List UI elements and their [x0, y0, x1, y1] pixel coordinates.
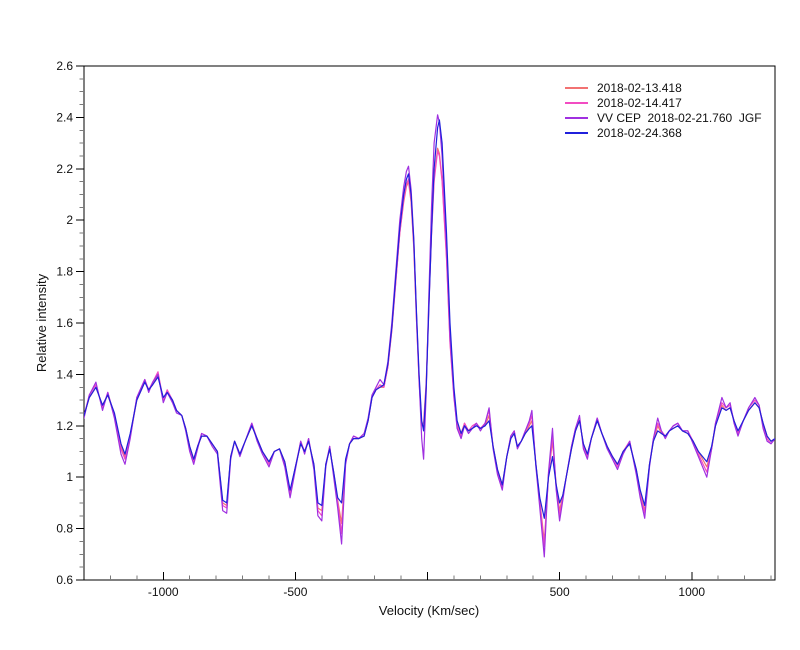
series-lines	[84, 114, 775, 558]
x-axis-title: Velocity (Km/sec)	[379, 603, 479, 618]
plot-frame	[83, 65, 776, 581]
y-axis: 0.6 0.8 1 1.2 1.4 1.6 1.8 2 2.2 2.4 2.6	[56, 59, 84, 587]
legend-label: 2018-02-14.417	[597, 96, 682, 110]
y-tick-label: 0.6	[56, 573, 73, 587]
legend-label: VV CEP 2018-02-21.760 JGF	[597, 111, 762, 125]
y-tick-label: 1.4	[56, 367, 73, 381]
y-tick-label: 1.2	[56, 419, 73, 433]
y-tick-label: 2.4	[56, 110, 73, 124]
legend-label: 2018-02-24.368	[597, 126, 682, 140]
y-tick-label: 2.6	[56, 59, 73, 73]
y-tick-label: 0.8	[56, 522, 73, 536]
plot-area: -1000 -500 500 1000 0.6 0.8 1 1.2 1.4 1.6 1.8 2 2.2 2…	[56, 59, 776, 599]
spectrum-line-4	[84, 119, 775, 519]
y-tick-label: 1	[66, 470, 73, 484]
y-tick-label: 1.6	[56, 316, 73, 330]
x-tick-label: 1000	[678, 585, 705, 599]
y-tick-label: 1.8	[56, 265, 73, 279]
spectrum-line-2	[84, 150, 775, 548]
x-tick-label: 500	[550, 585, 570, 599]
x-tick-label: -1000	[148, 585, 179, 599]
spectrum-line-3	[84, 114, 775, 558]
y-axis-title: Relative intensity	[34, 273, 49, 372]
plot-border	[83, 65, 776, 581]
x-tick-label: -500	[283, 585, 307, 599]
spectrum-line-1	[84, 147, 775, 543]
x-axis: -1000 -500 500 1000	[109, 572, 772, 599]
y-tick-label: 2	[66, 213, 73, 227]
y-tick-label: 2.2	[56, 162, 73, 176]
legend-label: 2018-02-13.418	[597, 81, 682, 95]
